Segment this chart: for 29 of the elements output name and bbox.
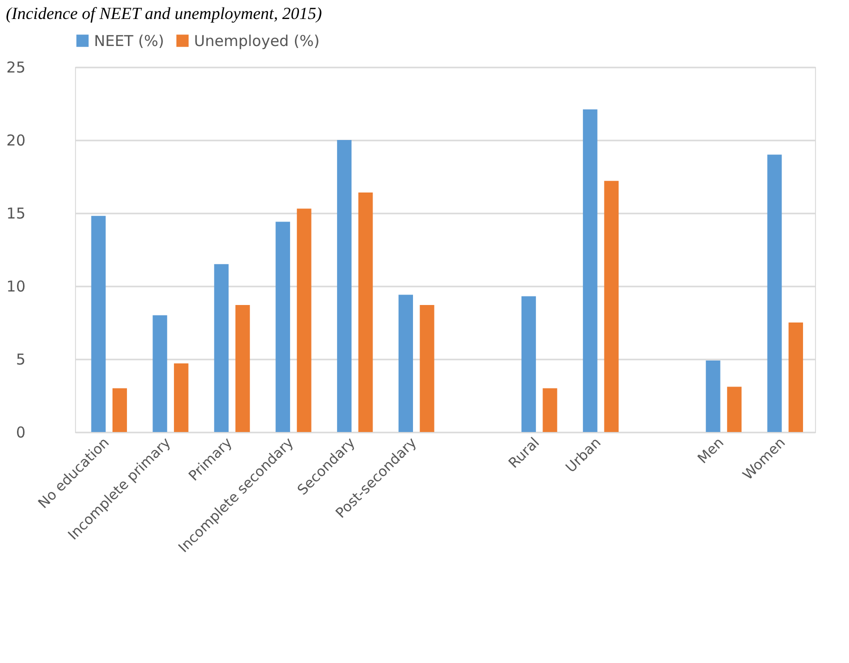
bar bbox=[582, 109, 598, 432]
legend-label: NEET (%) bbox=[94, 32, 164, 50]
bar bbox=[420, 304, 434, 432]
bar bbox=[358, 192, 373, 432]
chart-title: (Incidence of NEET and unemployment, 2015) bbox=[6, 4, 322, 23]
bar bbox=[727, 386, 742, 432]
bar bbox=[706, 360, 720, 432]
y-tick-label: 15 bbox=[6, 204, 26, 222]
bar bbox=[91, 216, 106, 432]
legend-label: Unemployed (%) bbox=[194, 32, 320, 50]
bar bbox=[604, 180, 619, 432]
bar bbox=[337, 140, 352, 432]
y-tick-label: 10 bbox=[6, 278, 26, 296]
bar bbox=[174, 363, 188, 432]
bar bbox=[542, 388, 558, 432]
bar bbox=[152, 315, 168, 432]
y-tick-label: 0 bbox=[16, 424, 26, 442]
y-tick-label: 20 bbox=[6, 132, 26, 150]
bar bbox=[112, 388, 127, 432]
bar bbox=[235, 304, 250, 432]
bar bbox=[214, 264, 229, 432]
bar bbox=[296, 208, 312, 432]
bar bbox=[398, 294, 413, 432]
bar bbox=[788, 322, 804, 432]
bar bbox=[521, 296, 536, 432]
bar bbox=[767, 154, 782, 432]
y-tick-label: 25 bbox=[6, 58, 26, 76]
y-tick-label: 5 bbox=[16, 350, 26, 368]
bar bbox=[276, 222, 290, 432]
